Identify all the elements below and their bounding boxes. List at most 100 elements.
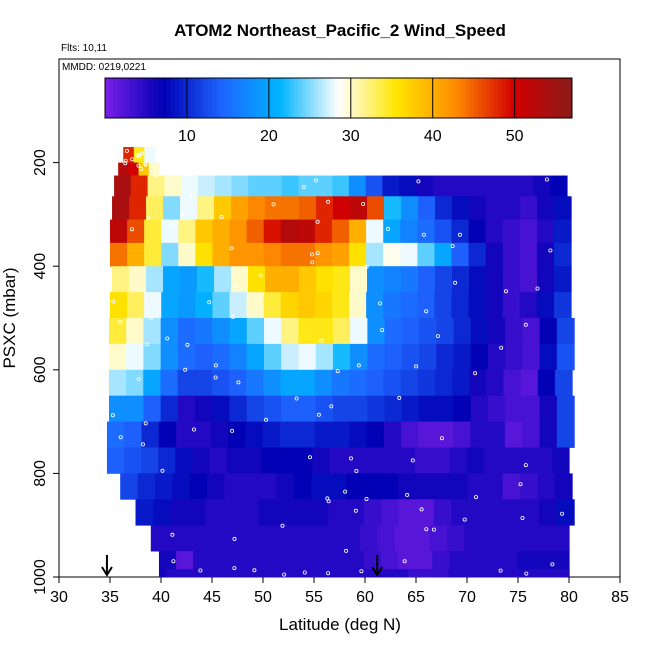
heat-cell [520, 369, 539, 397]
heat-cell [106, 447, 125, 474]
heat-cell [161, 242, 179, 267]
observation-marker [380, 328, 385, 333]
observation-marker [548, 248, 553, 253]
heat-cell [164, 175, 182, 197]
heat-cell [419, 395, 437, 422]
observation-marker [524, 571, 529, 576]
heat-cell [435, 421, 454, 448]
observation-marker [234, 284, 239, 289]
heat-cell [316, 266, 334, 293]
heat-cell [206, 569, 228, 578]
heat-cell [229, 369, 247, 397]
heat-cell [397, 447, 416, 474]
heat-cell [212, 395, 231, 422]
observation-marker [523, 322, 528, 327]
heat-cell [400, 242, 418, 267]
colorbar-segment [453, 78, 458, 118]
heat-cell [127, 219, 145, 244]
heat-cell [146, 196, 164, 220]
heat-cell [150, 525, 169, 552]
x-tick-label: 45 [203, 589, 221, 606]
colorbar-segment [105, 78, 110, 118]
heat-cell [106, 421, 125, 448]
heat-cell [401, 318, 420, 345]
colorbar-segment [342, 78, 348, 118]
heat-cell [418, 421, 437, 448]
heat-cell [521, 499, 540, 526]
heat-cell [166, 569, 187, 578]
heat-cell [126, 369, 144, 397]
heat-cell [367, 196, 385, 220]
heat-cell [161, 219, 179, 244]
colorbar-segment [227, 78, 233, 118]
colorbar-segment [199, 78, 204, 118]
heat-cell [400, 292, 418, 319]
observation-marker [356, 363, 361, 368]
heat-cell [212, 242, 231, 267]
heat-cell [264, 318, 282, 345]
heat-cell [528, 569, 550, 578]
heat-cell [468, 242, 487, 267]
colorbar-segment [502, 78, 507, 118]
colorbar-segment [539, 78, 544, 118]
x-tick-label: 80 [560, 589, 578, 606]
observation-marker [499, 345, 504, 350]
heat-cell [246, 569, 268, 578]
heat-cell [170, 499, 189, 526]
colorbar-segment [375, 78, 380, 118]
heat-cell [135, 499, 154, 526]
heat-cell [231, 266, 249, 293]
heat-cell [519, 473, 538, 500]
heat-cell [290, 525, 309, 552]
heat-cell [178, 292, 196, 319]
heat-cell [451, 292, 470, 319]
heat-cell [281, 395, 300, 422]
observation-marker [503, 289, 508, 294]
colorbar-segment [326, 78, 331, 118]
heat-cell [346, 473, 365, 500]
observation-marker [252, 568, 257, 573]
colorbar-tick-label: 40 [424, 128, 442, 145]
observation-marker [170, 222, 175, 227]
observation-marker [124, 148, 129, 153]
heat-cell [486, 266, 504, 293]
heat-cell [163, 196, 181, 220]
heat-cell [384, 343, 403, 371]
observation-marker [523, 463, 528, 468]
heat-cell [272, 525, 291, 552]
observation-marker [136, 163, 141, 168]
heat-cell [468, 499, 487, 526]
heat-cell [297, 369, 316, 397]
colorbar-segment [424, 78, 430, 118]
heat-cell [427, 569, 449, 578]
heat-cell [447, 525, 466, 552]
heat-cell [485, 292, 504, 319]
heat-cell [246, 292, 265, 319]
flights-label: Flts: 10,11 [61, 43, 107, 54]
heat-cell [282, 196, 300, 220]
heat-cell [349, 219, 367, 244]
colorbar-segment [547, 78, 553, 118]
observation-marker [185, 342, 190, 347]
heat-cell [401, 266, 419, 293]
heat-cell [485, 219, 504, 244]
heat-cell [193, 421, 212, 448]
heat-cell [451, 242, 470, 267]
heat-cell [366, 219, 384, 244]
colorbar-segment [338, 78, 344, 118]
heat-cell [556, 343, 575, 371]
heat-cell [281, 343, 300, 371]
heat-cell [312, 447, 331, 474]
heat-cell [503, 499, 523, 526]
heat-cell [223, 499, 242, 526]
colorbar-segment [236, 78, 241, 118]
heat-cell [160, 369, 179, 397]
heat-cell [451, 219, 470, 244]
heat-cell [212, 318, 231, 345]
observation-marker [219, 214, 224, 219]
heat-cell [211, 369, 230, 397]
colorbar-segment [121, 78, 126, 118]
heat-cell [195, 242, 214, 267]
colorbar-tick-label: 20 [260, 128, 278, 145]
heat-cell [383, 219, 401, 244]
